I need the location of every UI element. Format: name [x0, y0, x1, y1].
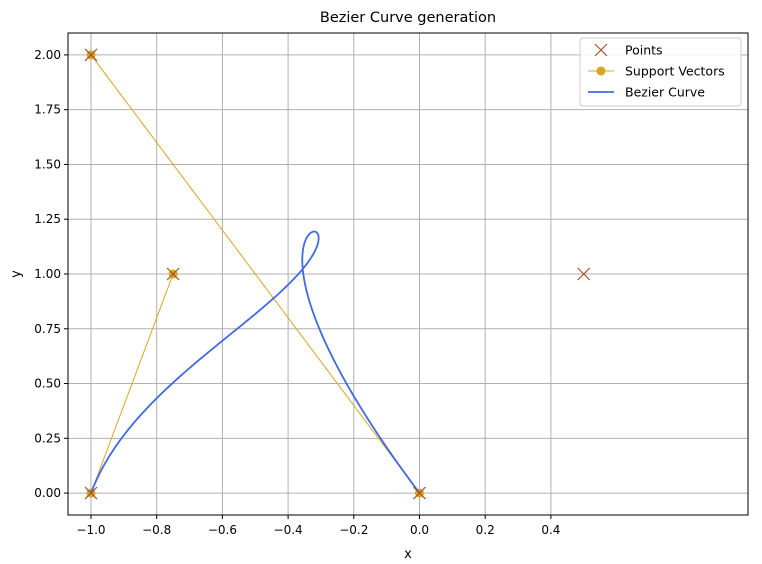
x-tick-label: 0.2: [476, 523, 495, 537]
y-axis: 0.00 0.25 0.50 0.75 1.00 1.25 1.50 1.75 2.00: [34, 48, 68, 500]
point-marker: [84, 48, 98, 62]
x-tick-label: −0.2: [339, 523, 368, 537]
legend-label: Points: [625, 43, 663, 58]
chart-title: Bezier Curve generation: [320, 10, 496, 26]
x-tick-label: −0.8: [142, 523, 171, 537]
grid: [68, 33, 748, 515]
y-tick-label: 0.75: [34, 322, 61, 336]
point-marker: [84, 486, 98, 500]
plot-content: [84, 48, 591, 500]
support-vector-line: [90, 273, 174, 494]
legend-points-marker: [594, 43, 608, 57]
legend-label: Bezier Curve: [625, 85, 705, 100]
legend-label: Support Vectors: [625, 64, 725, 79]
point-marker: [166, 267, 180, 281]
y-tick-label: 1.75: [34, 103, 61, 117]
x-tick-label: −1.0: [76, 523, 105, 537]
x-tick-label: 0.0: [410, 523, 429, 537]
point-marker: [577, 267, 591, 281]
y-tick-label: 2.00: [34, 48, 61, 62]
y-tick-label: 1.25: [34, 212, 61, 226]
y-tick-label: 1.00: [34, 267, 61, 281]
y-tick-label: 0.50: [34, 377, 61, 391]
legend-box: [579, 37, 742, 107]
y-axis-label: y: [9, 270, 24, 278]
point-marker: [413, 486, 426, 500]
y-tick-label: 0.25: [34, 431, 61, 445]
y-tick-label: 0.00: [34, 486, 61, 500]
x-axis-label: x: [404, 547, 412, 562]
bezier-curve-line: [90, 230, 421, 494]
x-tick-label: 0.4: [541, 523, 560, 537]
x-axis: −1.0 −0.8 −0.6 −0.4 −0.2 0.0 0.2 0.4: [76, 515, 560, 537]
x-tick-label: −0.4: [274, 523, 303, 537]
x-tick-label: −0.6: [208, 523, 237, 537]
legend: Points Support Vectors Bezier Curve: [579, 37, 742, 107]
y-tick-label: 1.50: [34, 157, 61, 171]
legend-support-marker: [596, 66, 606, 76]
support-vector-line: [90, 54, 420, 494]
